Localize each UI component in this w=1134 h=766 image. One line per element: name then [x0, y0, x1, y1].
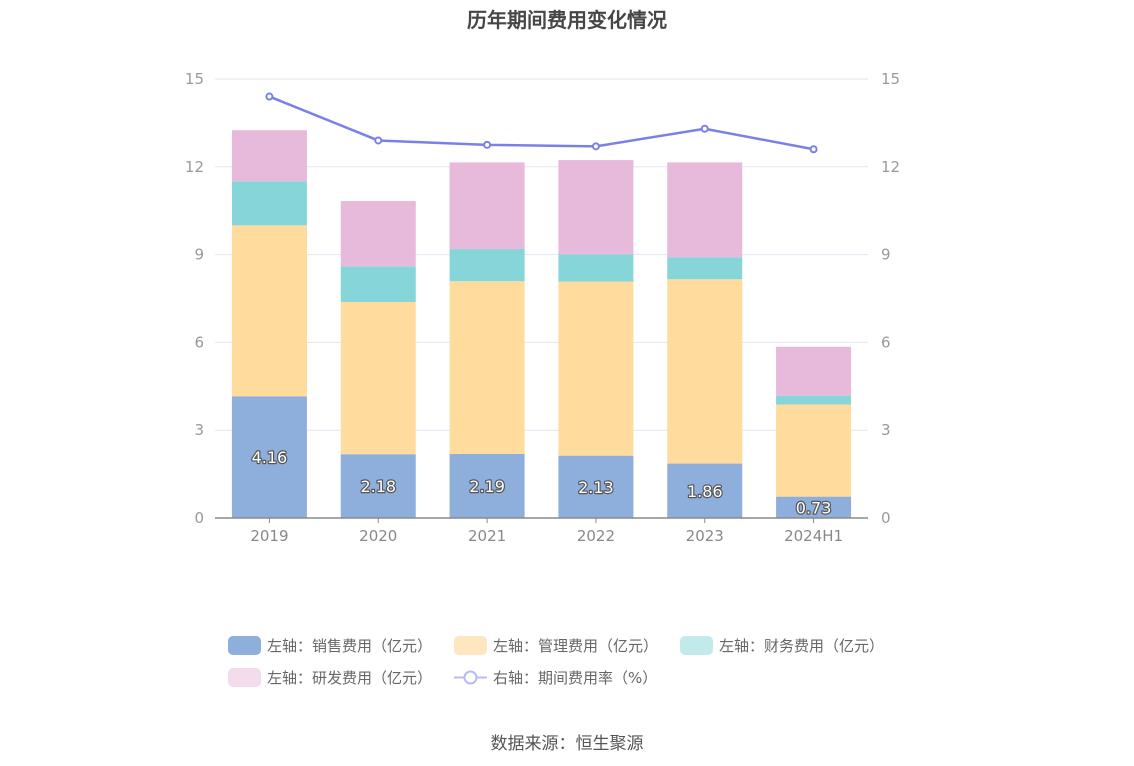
x-axis-tick-label: 2023	[686, 527, 724, 545]
legend-item-rate[interactable]: 右轴：期间费用率（%）	[454, 667, 657, 688]
rate-point	[591, 142, 600, 151]
bar-segment	[558, 254, 634, 282]
left-axis-tick-label: 0	[194, 509, 204, 527]
bar-segment	[776, 395, 852, 405]
bar-segment	[231, 225, 307, 397]
legend-swatch-sales	[228, 635, 261, 655]
left-axis: 0 3 6 9 12 15	[185, 70, 204, 527]
bar-data-label: 4.16	[252, 448, 288, 467]
x-axis-tick-label: 2022	[577, 527, 615, 545]
x-axis: 2019 2020 2021 2022 2023 2024H1	[215, 517, 868, 545]
left-axis-tick-label: 12	[185, 158, 204, 176]
bar-segment	[340, 302, 416, 455]
legend-item-sales[interactable]: 左轴：销售费用（亿元）	[228, 635, 432, 656]
rate-line-series	[265, 92, 818, 154]
legend-label-rnd: 左轴：研发费用（亿元）	[267, 668, 433, 687]
bar-segment	[776, 496, 852, 518]
left-axis-tick-label: 15	[185, 70, 204, 88]
legend-swatch-admin	[454, 635, 488, 655]
x-axis-tick-label: 2019	[250, 527, 288, 545]
legend-label-sales: 左轴：销售费用（亿元）	[267, 636, 433, 655]
data-source-note: 数据来源：恒生聚源	[490, 734, 644, 754]
bar-data-label: 2.19	[469, 477, 505, 496]
right-axis-tick-label: 9	[881, 246, 891, 264]
x-axis-tick-label: 2020	[359, 527, 397, 545]
bar-segment	[231, 130, 307, 182]
rate-point	[483, 140, 492, 149]
bar-segment	[558, 160, 634, 255]
legend-item-rnd[interactable]: 左轴：研发费用（亿元）	[228, 667, 432, 688]
right-axis-tick-label: 15	[881, 70, 900, 88]
bar-segment	[449, 249, 525, 282]
rate-line	[268, 95, 814, 151]
bar-segment	[340, 454, 416, 518]
bar-segment	[449, 453, 525, 518]
chart-legend: 左轴：销售费用（亿元） 左轴：管理费用（亿元） 左轴：财务费用（亿元） 左轴：研…	[228, 629, 928, 693]
chart-title: 历年期间费用变化情况	[467, 8, 667, 32]
legend-label-finance: 左轴：财务费用（亿元）	[719, 636, 885, 655]
gridlines	[215, 78, 868, 431]
right-axis-tick-label: 3	[881, 421, 891, 439]
legend-swatch-rnd	[228, 667, 261, 687]
legend-label-admin: 左轴：管理费用（亿元）	[493, 636, 659, 655]
rate-point	[265, 92, 274, 101]
left-axis-tick-label: 9	[194, 246, 204, 264]
legend-row-1: 左轴：销售费用（亿元） 左轴：管理费用（亿元） 左轴：财务费用（亿元）	[228, 629, 928, 661]
bar-segment	[340, 201, 416, 267]
rate-point	[374, 136, 383, 145]
bar-segment	[231, 396, 307, 518]
bar-segment	[667, 257, 743, 280]
left-axis-tick-label: 6	[194, 333, 204, 351]
legend-line-marker-icon	[454, 670, 488, 684]
legend-swatch-finance	[680, 635, 714, 655]
bar-data-labels: 4.16 2.18 2.19 2.13 1.86 0.73	[250, 447, 832, 519]
rate-point	[700, 124, 709, 133]
bar-segment	[776, 404, 852, 497]
bar-segment	[667, 463, 743, 518]
bar-segment	[776, 346, 852, 396]
bar-segment	[558, 281, 634, 456]
right-axis: 0 3 6 9 12 15	[881, 70, 900, 527]
legend-label-rate: 右轴：期间费用率（%）	[493, 668, 658, 687]
bar-segment	[231, 181, 307, 226]
bar-segment	[667, 162, 743, 258]
bar-stacks	[231, 130, 852, 518]
bar-segment	[340, 266, 416, 303]
bar-segment	[449, 281, 525, 454]
right-axis-tick-label: 6	[881, 333, 891, 351]
bar-data-label: 0.73	[796, 498, 832, 517]
right-axis-tick-label: 0	[881, 509, 891, 527]
x-axis-tick-label: 2021	[468, 527, 506, 545]
bar-segment	[449, 162, 525, 250]
bar-segment	[558, 455, 634, 518]
legend-item-admin[interactable]: 左轴：管理费用（亿元）	[454, 635, 658, 656]
bar-data-label: 2.18	[360, 477, 396, 496]
bar-data-label: 2.13	[578, 478, 614, 497]
legend-row-2: 左轴：研发费用（亿元） 右轴：期间费用率（%）	[228, 661, 928, 693]
legend-item-finance[interactable]: 左轴：财务费用（亿元）	[680, 635, 884, 656]
left-axis-tick-label: 3	[194, 421, 204, 439]
bar-data-label: 1.86	[687, 482, 723, 501]
x-axis-tick-label: 2024H1	[784, 527, 843, 545]
right-axis-tick-label: 12	[881, 158, 900, 176]
bar-segment	[667, 279, 743, 464]
rate-point	[809, 145, 818, 154]
